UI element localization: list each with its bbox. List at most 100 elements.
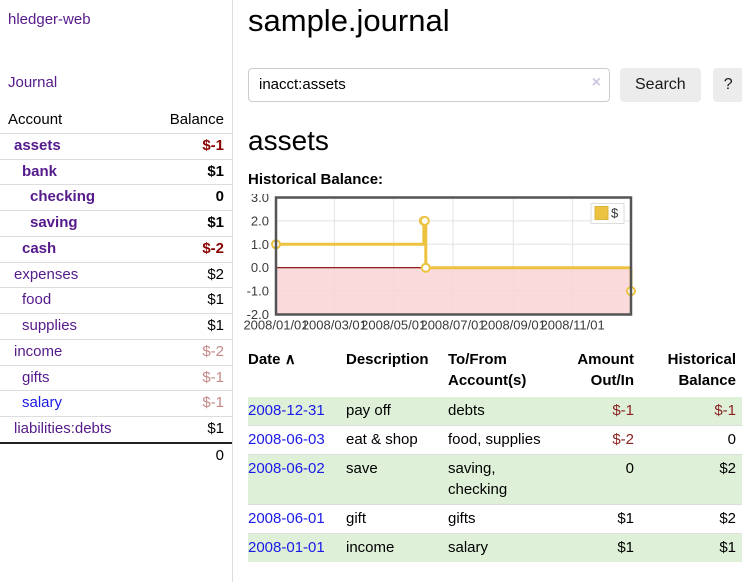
register-header-row: Date ∧ Description To/From Account(s) Am…: [248, 347, 742, 397]
account-link[interactable]: salary: [22, 394, 63, 412]
transaction-balance: 0: [727, 431, 736, 449]
account-row: checking 0: [0, 185, 232, 211]
transaction-date-link[interactable]: 2008-06-03: [248, 431, 325, 449]
account-row: gifts $-1: [0, 365, 232, 391]
account-row: assets $-1: [0, 133, 232, 159]
date-column-header[interactable]: Date ∧: [248, 351, 296, 369]
transaction-accounts: food, supplies: [448, 431, 541, 449]
account-row: bank $1: [0, 159, 232, 185]
account-link[interactable]: saving: [30, 214, 78, 231]
transaction-description: save: [346, 460, 378, 478]
svg-text:1.0: 1.0: [251, 237, 269, 252]
transaction-date-link[interactable]: 2008-12-31: [248, 401, 325, 419]
account-balance: $1: [207, 162, 224, 180]
svg-text:2.0: 2.0: [251, 214, 269, 229]
transaction-row: 2008-06-02 save saving, checking 0 $2: [248, 454, 742, 505]
transaction-accounts: salary: [448, 539, 489, 557]
account-balance: $1: [207, 214, 224, 231]
account-link[interactable]: cash: [22, 239, 57, 257]
transaction-amount: 0: [625, 460, 634, 478]
transaction-balance: $1: [719, 539, 736, 557]
svg-text:2008/05/01: 2008/05/01: [361, 318, 426, 333]
transaction-description: eat & shop: [346, 431, 418, 449]
account-balance: $2: [207, 265, 224, 283]
transaction-date-link[interactable]: 2008-06-01: [248, 509, 325, 527]
transaction-row: 2008-06-01 gift gifts $1 $2: [248, 504, 742, 533]
sidebar: hledger-web Journal Account Balance asse…: [0, 0, 233, 582]
description-column-header: Description: [346, 351, 429, 369]
transaction-amount: $-2: [612, 431, 634, 449]
account-link[interactable]: income: [14, 342, 63, 360]
transaction-accounts: gifts: [448, 509, 476, 527]
account-row: liabilities:debts $1: [0, 417, 232, 443]
accounts-table-header: Account Balance: [0, 108, 232, 134]
account-balance: $1: [207, 317, 224, 334]
account-row: income $-2: [0, 339, 232, 365]
help-button[interactable]: ?: [712, 67, 742, 102]
transaction-accounts: saving, checking: [448, 460, 508, 498]
account-link[interactable]: bank: [22, 162, 58, 180]
svg-text:2008/07/01: 2008/07/01: [420, 318, 485, 333]
account-row: expenses $2: [0, 262, 232, 288]
svg-text:$: $: [611, 206, 619, 221]
sidebar-item-journal[interactable]: Journal: [8, 74, 58, 91]
transaction-date-link[interactable]: 2008-06-02: [248, 460, 325, 478]
svg-text:2008/09/01: 2008/09/01: [481, 318, 546, 333]
account-balance: $-1: [202, 368, 224, 386]
transaction-balance: $-1: [714, 401, 736, 419]
account-balance: $-2: [202, 342, 224, 360]
search-input-wrap: ×: [248, 67, 610, 102]
svg-text:0.0: 0.0: [251, 261, 269, 276]
account-balance: $1: [207, 420, 224, 437]
search-form: × Search ?: [248, 67, 742, 102]
balance-column-header: Historical Balance: [667, 351, 736, 389]
amount-column-header: Amount Out/In: [577, 351, 634, 389]
account-link[interactable]: supplies: [22, 317, 78, 334]
transaction-description: income: [346, 539, 395, 557]
account-link[interactable]: gifts: [22, 368, 50, 386]
account-link[interactable]: expenses: [14, 265, 79, 283]
accounts-total-value: 0: [215, 446, 224, 464]
svg-text:-2.0: -2.0: [247, 307, 269, 322]
account-link[interactable]: food: [22, 291, 52, 309]
register-table: Date ∧ Description To/From Account(s) Am…: [248, 347, 742, 563]
svg-text:-1.0: -1.0: [247, 284, 269, 299]
transaction-description: pay off: [346, 401, 391, 419]
search-input[interactable]: [248, 67, 610, 102]
account-link[interactable]: liabilities:debts: [14, 420, 112, 437]
transaction-amount: $1: [617, 509, 634, 527]
account-column-header: Account: [8, 111, 63, 128]
search-button[interactable]: Search: [620, 67, 701, 102]
account-balance: $-2: [202, 239, 224, 257]
account-balance: $1: [207, 291, 224, 309]
transaction-balance: $2: [719, 460, 736, 478]
account-link[interactable]: checking: [30, 188, 96, 206]
transaction-description: gift: [346, 509, 367, 527]
transaction-row: 2008-06-03 eat & shop food, supplies $-2 0: [248, 425, 742, 455]
svg-text:3.0: 3.0: [251, 194, 269, 205]
account-balance: 0: [215, 188, 224, 206]
transaction-date-link[interactable]: 2008-01-01: [248, 539, 325, 557]
transaction-row: 2008-12-31 pay off debts $-1 $-1: [248, 396, 742, 426]
svg-text:2008/03/01: 2008/03/01: [302, 318, 367, 333]
historical-balance-chart: $3.0 2.0 1.0 0.0 -1.0 -2.02008/01/012008/03/0…: [243, 194, 636, 333]
clear-search-icon[interactable]: ×: [591, 73, 601, 91]
app-title-link[interactable]: hledger-web: [8, 11, 91, 28]
transaction-balance: $2: [719, 509, 736, 527]
account-row: saving $1: [0, 211, 232, 237]
transaction-amount: $-1: [612, 401, 634, 419]
svg-text:2008/11/01: 2008/11/01: [541, 318, 605, 333]
svg-text:2008/01/01: 2008/01/01: [243, 318, 308, 333]
page-title: sample.journal: [248, 3, 450, 38]
account-link[interactable]: assets: [14, 136, 61, 154]
account-balance: $-1: [202, 136, 224, 154]
balance-column-header: Balance: [169, 111, 224, 128]
account-row: salary $-1: [0, 391, 232, 417]
transaction-row: 2008-01-01 income salary $1 $1: [248, 533, 742, 563]
accounts-table: Account Balance assets $-1 bank $1 checking 0…: [0, 108, 232, 469]
account-row: cash $-2: [0, 236, 232, 262]
account-row: food $1: [0, 288, 232, 314]
account-row: supplies $1: [0, 314, 232, 340]
chart-title: Historical Balance:: [248, 171, 384, 189]
accounts-total-row: 0: [0, 442, 232, 469]
